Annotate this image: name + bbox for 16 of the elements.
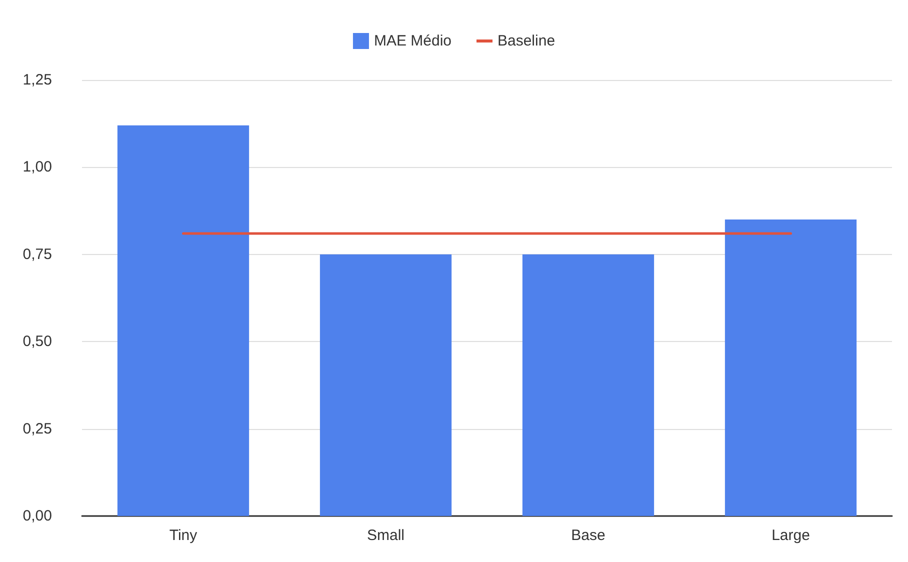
x-tick-label: Large	[772, 527, 810, 544]
y-tick-label: 1,25	[22, 72, 52, 88]
x-tick-label: Small	[366, 527, 405, 544]
y-tick-label: 0,75	[22, 246, 52, 263]
legend-label: Baseline	[497, 32, 556, 50]
y-tick-label: 0,50	[22, 333, 52, 350]
bar	[724, 220, 857, 516]
y-tick-label: 0,25	[22, 420, 52, 438]
x-tick-label: Base	[571, 527, 606, 544]
legend-label: MAE Médio	[374, 32, 452, 50]
y-tick-label: 1,00	[22, 158, 52, 176]
bar	[320, 254, 452, 516]
y-tick-label: 0,00	[22, 508, 52, 524]
bar	[117, 125, 250, 516]
x-tick-label: Tiny	[169, 527, 198, 544]
bar	[522, 254, 654, 516]
